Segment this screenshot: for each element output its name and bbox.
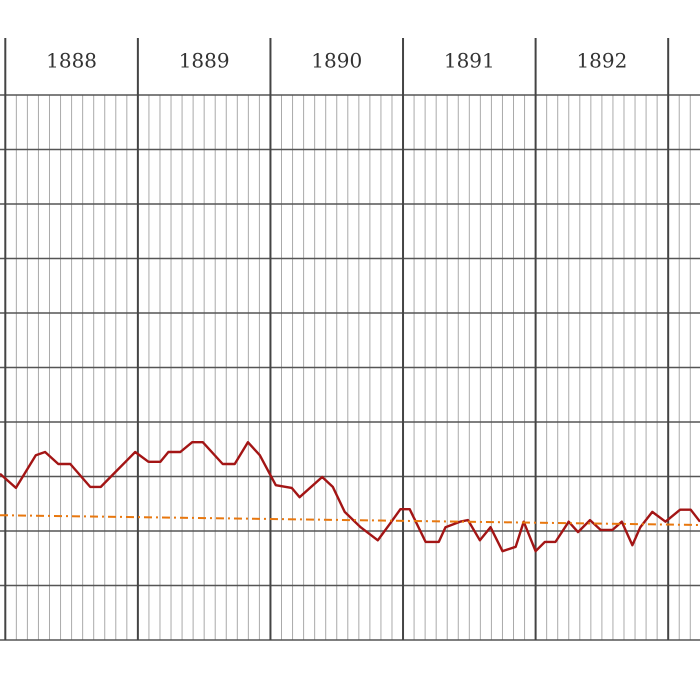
- x-tick-label: 1889: [179, 49, 230, 73]
- data-line: [0, 514, 700, 526]
- x-tick-label: 1890: [311, 49, 362, 73]
- x-tick-label: 1892: [576, 49, 627, 73]
- x-tick-label: 1891: [444, 49, 495, 73]
- data-line: [0, 441, 700, 553]
- x-tick-label: 1888: [46, 49, 97, 73]
